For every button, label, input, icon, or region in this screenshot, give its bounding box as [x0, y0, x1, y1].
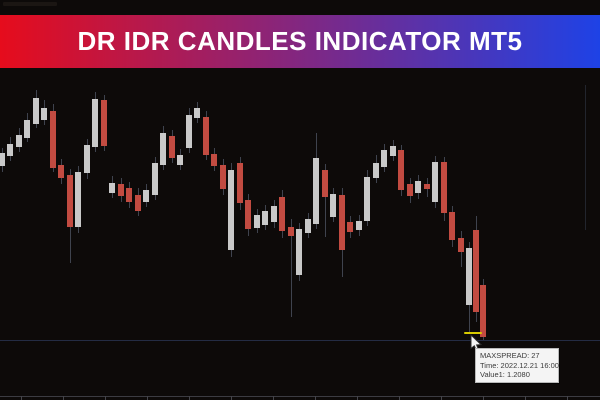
axis-tick — [273, 396, 274, 400]
axis-tick — [525, 396, 526, 400]
title-banner: DR IDR CANDLES INDICATOR MT5 — [0, 15, 600, 68]
bullish-candle — [16, 135, 22, 147]
bearish-candle — [407, 184, 413, 196]
bullish-candle — [41, 108, 47, 120]
data-window-tooltip: MAXSPREAD: 27 Time: 2022.12.21 16:00 Val… — [475, 348, 559, 383]
axis-tick — [315, 396, 316, 400]
bullish-candle — [466, 248, 472, 305]
axis-tick — [483, 396, 484, 400]
grid-line — [585, 85, 586, 230]
bearish-candle — [449, 212, 455, 240]
bearish-candle — [480, 285, 486, 337]
bullish-candle — [7, 144, 13, 156]
tooltip-maxspread: MAXSPREAD: 27 — [480, 351, 540, 360]
bullish-candle — [296, 229, 302, 275]
bullish-candle — [0, 153, 5, 166]
bullish-candle — [143, 190, 149, 202]
bullish-candle — [75, 172, 81, 227]
bullish-candle — [313, 158, 319, 224]
bullish-candle — [24, 120, 30, 138]
indicator-low-marker — [464, 332, 482, 334]
bullish-candle — [415, 181, 421, 193]
bearish-candle — [220, 165, 226, 189]
axis-tick — [357, 396, 358, 400]
bearish-candle — [126, 188, 132, 202]
bearish-candle — [237, 163, 243, 203]
bullish-candle — [33, 98, 39, 124]
bullish-candle — [152, 163, 158, 195]
bullish-candle — [254, 215, 260, 228]
page-title: DR IDR CANDLES INDICATOR MT5 — [77, 26, 523, 56]
bearish-candle — [322, 170, 328, 197]
faint-symbol-label — [3, 2, 57, 6]
bearish-candle — [211, 154, 217, 166]
axis-tick — [63, 396, 64, 400]
bullish-candle — [330, 194, 336, 217]
bullish-candle — [186, 115, 192, 148]
axis-tick — [399, 396, 400, 400]
axis-tick — [189, 396, 190, 400]
axis-tick — [441, 396, 442, 400]
candle-wick — [290, 219, 292, 317]
bearish-candle — [279, 197, 285, 231]
bullish-candle — [160, 133, 166, 165]
bullish-candle — [228, 170, 234, 250]
bullish-candle — [109, 183, 115, 193]
bearish-candle — [58, 165, 64, 178]
bearish-candle — [339, 195, 345, 250]
bullish-candle — [356, 221, 362, 230]
bearish-candle — [118, 184, 124, 196]
axis-tick — [147, 396, 148, 400]
bearish-candle — [424, 184, 430, 189]
bullish-candle — [390, 146, 396, 156]
axis-tick — [105, 396, 106, 400]
bearish-candle — [135, 195, 141, 211]
candle-wick — [324, 164, 326, 237]
bullish-candle — [84, 145, 90, 173]
bearish-candle — [67, 175, 73, 227]
bearish-candle — [458, 238, 464, 252]
bearish-candle — [50, 111, 56, 168]
bullish-candle — [364, 177, 370, 221]
bullish-candle — [177, 155, 183, 165]
bullish-candle — [373, 163, 379, 178]
axis-tick — [231, 396, 232, 400]
bearish-candle — [245, 200, 251, 229]
chart-bottom-border — [0, 340, 600, 341]
tooltip-time: Time: 2022.12.21 16:00 — [480, 360, 559, 370]
bearish-candle — [101, 100, 107, 146]
bearish-candle — [288, 227, 294, 236]
bearish-candle — [347, 222, 353, 232]
bullish-candle — [305, 219, 311, 233]
bearish-candle — [473, 230, 479, 312]
bullish-candle — [381, 150, 387, 167]
bearish-candle — [441, 162, 447, 213]
bearish-candle — [203, 117, 209, 155]
time-axis-line — [0, 396, 600, 397]
bearish-candle — [169, 136, 175, 158]
tooltip-value1: Value1: 1.2080 — [480, 370, 530, 379]
bullish-candle — [432, 162, 438, 202]
bullish-candle — [194, 108, 200, 118]
bearish-candle — [398, 150, 404, 190]
bullish-candle — [262, 211, 268, 225]
axis-tick — [21, 396, 22, 400]
bullish-candle — [92, 99, 98, 147]
axis-tick — [567, 396, 568, 400]
bullish-candle — [271, 206, 277, 222]
